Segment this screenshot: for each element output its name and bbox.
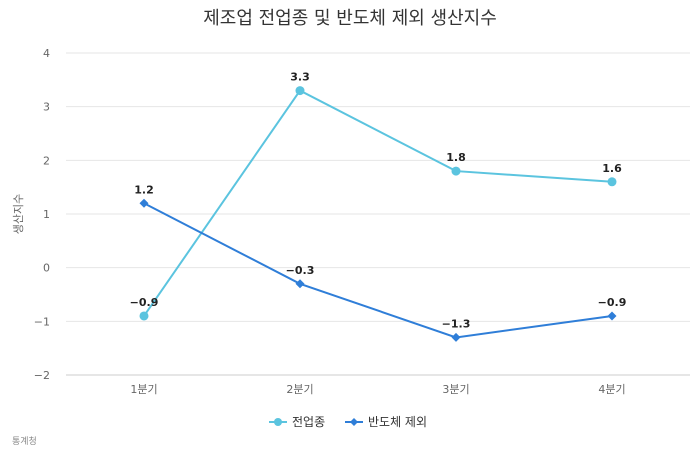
- y-tick-label: 1: [43, 208, 50, 221]
- data-label: −0.3: [286, 264, 315, 277]
- data-label: −1.3: [442, 317, 471, 330]
- x-axis-ticks: 1분기 2분기 3분기 4분기: [130, 383, 625, 396]
- data-point[interactable]: [451, 166, 461, 176]
- y-tick-label: 4: [43, 47, 50, 60]
- legend-marker-circle: [274, 418, 282, 426]
- series-line: [143, 89, 613, 317]
- data-point[interactable]: [451, 332, 461, 342]
- data-labels: −0.9 3.3 1.8 1.6 1.2 −0.3 −1.3 −0.9: [130, 71, 627, 331]
- y-axis-title: 생산지수: [12, 194, 25, 234]
- data-label: 1.6: [602, 162, 622, 175]
- data-label: 1.8: [446, 151, 466, 164]
- data-point[interactable]: [607, 311, 617, 321]
- legend-label-all-industries: 전업종: [292, 415, 325, 429]
- data-label: −0.9: [130, 296, 159, 309]
- data-label: 1.2: [134, 183, 154, 196]
- series-layer: [139, 86, 617, 342]
- x-tick-label: 4분기: [598, 383, 625, 396]
- source-note: 통계청: [12, 435, 37, 447]
- series-line: [143, 202, 613, 339]
- x-tick-label: 3분기: [442, 383, 469, 396]
- legend-item-all-industries[interactable]: 전업종: [269, 415, 325, 429]
- x-tick-label: 2분기: [286, 383, 313, 396]
- data-point[interactable]: [295, 86, 305, 96]
- y-tick-label: 2: [43, 154, 50, 167]
- data-point[interactable]: [295, 279, 305, 289]
- y-tick-label: −2: [34, 369, 50, 382]
- data-point[interactable]: [139, 311, 149, 321]
- y-tick-label: 0: [43, 262, 50, 275]
- grid-lines: [66, 52, 690, 376]
- chart-title: 제조업 전업종 및 반도체 제외 생산지수: [203, 8, 497, 29]
- data-label: −0.9: [598, 296, 627, 309]
- y-tick-label: 3: [43, 101, 50, 114]
- y-axis-ticks: 4 3 2 1 0 −1 −2: [34, 47, 50, 382]
- y-tick-label: −1: [34, 315, 50, 328]
- x-tick-label: 1분기: [130, 383, 157, 396]
- legend: 전업종 반도체 제외: [269, 415, 427, 429]
- data-label: 3.3: [290, 71, 310, 84]
- data-point[interactable]: [607, 177, 617, 187]
- legend-marker-diamond: [350, 418, 358, 426]
- legend-label-excl-semiconductor: 반도체 제외: [368, 415, 427, 429]
- legend-item-excl-semiconductor[interactable]: 반도체 제외: [345, 415, 427, 429]
- data-point[interactable]: [139, 198, 149, 208]
